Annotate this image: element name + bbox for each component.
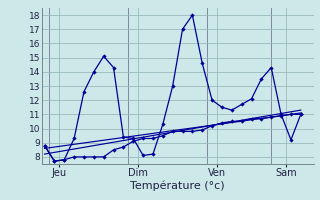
- X-axis label: Température (°c): Température (°c): [130, 181, 225, 191]
